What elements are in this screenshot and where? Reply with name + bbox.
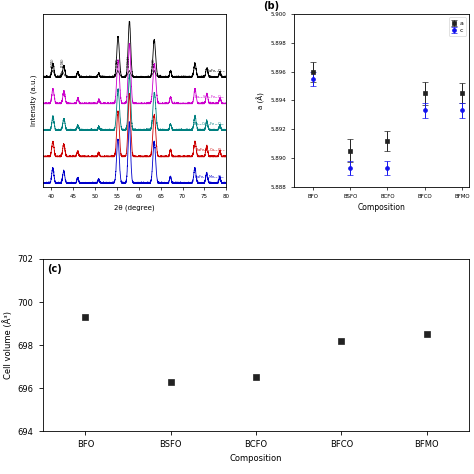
Text: BaFe$_{11.8}$Mn$_{0.2}$O$_{19}$: BaFe$_{11.8}$Mn$_{0.2}$O$_{19}$ bbox=[194, 173, 226, 181]
Legend: a, c: a, c bbox=[448, 18, 466, 36]
Text: (205): (205) bbox=[51, 57, 55, 66]
X-axis label: Composition: Composition bbox=[230, 454, 282, 463]
X-axis label: Composition: Composition bbox=[358, 203, 406, 212]
Text: BaFe$_{12}$O$_{19}$: BaFe$_{12}$O$_{19}$ bbox=[206, 67, 226, 74]
Text: (b): (b) bbox=[263, 1, 279, 11]
Text: (c): (c) bbox=[47, 264, 62, 274]
Text: Ba$_{0.8}$Ca$_{0.2}$Fe$_{12}$O$_{19}$: Ba$_{0.8}$Ca$_{0.2}$Fe$_{12}$O$_{19}$ bbox=[193, 120, 226, 128]
Text: BaFe$_{11.8}$Co$_{0.2}$O$_{19}$: BaFe$_{11.8}$Co$_{0.2}$O$_{19}$ bbox=[195, 146, 226, 154]
Text: (217): (217) bbox=[116, 57, 120, 66]
Text: Ba$_{0.8}$Sr$_{0.2}$Fe$_{12}$O$_{19}$: Ba$_{0.8}$Sr$_{0.2}$Fe$_{12}$O$_{19}$ bbox=[194, 93, 226, 101]
Text: (2011): (2011) bbox=[127, 55, 131, 66]
X-axis label: 2θ (degree): 2θ (degree) bbox=[114, 205, 155, 211]
Y-axis label: Intensity (a.u.): Intensity (a.u.) bbox=[31, 74, 37, 126]
Y-axis label: Cell volume (Å³): Cell volume (Å³) bbox=[4, 311, 13, 379]
Text: (206): (206) bbox=[60, 57, 64, 66]
Text: (220): (220) bbox=[152, 57, 156, 66]
Y-axis label: a (Å): a (Å) bbox=[257, 92, 265, 109]
